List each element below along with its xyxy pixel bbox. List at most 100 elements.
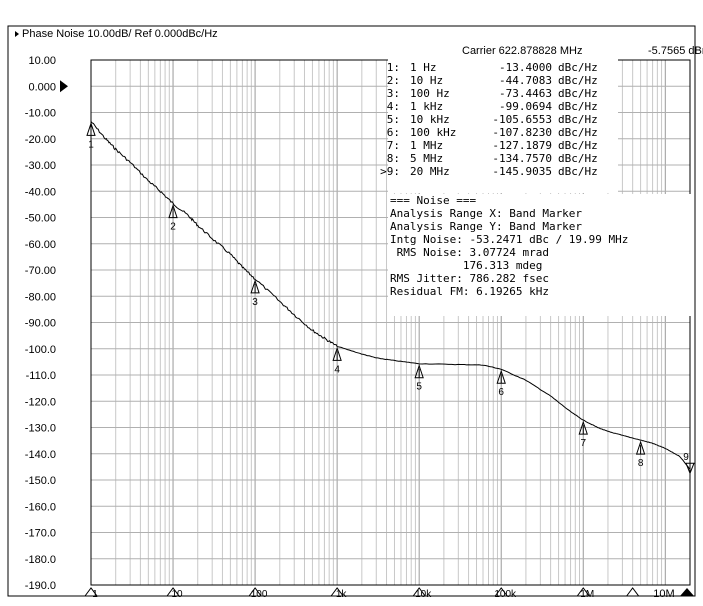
- marker-5: 5: [414, 364, 424, 393]
- marker-id: 2:: [387, 74, 400, 87]
- y-tick-label: -160.0: [25, 501, 56, 513]
- marker-value: -107.8230: [492, 126, 552, 139]
- y-tick-label: -190.0: [25, 580, 56, 592]
- band-marker-triangle-icon: [330, 587, 345, 597]
- marker-value: -127.1879: [492, 139, 552, 152]
- marker-4: 4: [332, 346, 342, 375]
- marker-label: 4: [334, 364, 340, 375]
- x-tick-label: 10: [171, 589, 183, 600]
- marker-frequency: 1 Hz: [410, 61, 437, 74]
- band-marker-triangle-icon: [576, 587, 591, 597]
- marker-unit: dBc/Hz: [558, 165, 598, 178]
- marker-id: 4:: [387, 100, 400, 113]
- noise-summary-line: Analysis Range Y: Band Marker: [390, 220, 582, 233]
- band-marker-triangle-icon: [166, 587, 181, 597]
- band-marker-triangles[interactable]: [84, 587, 694, 597]
- y-tick-label: 10.00: [28, 55, 56, 67]
- noise-summary-line: Residual FM: 6.19265 kHz: [390, 285, 549, 298]
- marker-value: -99.0694: [499, 100, 552, 113]
- marker-unit: dBc/Hz: [558, 113, 598, 126]
- marker-frequency: 100 Hz: [410, 87, 450, 100]
- marker-label: 8: [638, 458, 644, 469]
- carrier-frequency: Carrier 622.878828 MHz: [462, 45, 583, 57]
- marker-value: -134.7570: [492, 152, 552, 165]
- y-tick-label: -90.00: [25, 318, 56, 330]
- x-tick-label: 1: [92, 589, 98, 600]
- marker-id: 3:: [387, 87, 400, 100]
- marker-label: 3: [252, 297, 258, 308]
- x-tick-label: 10M: [653, 588, 674, 600]
- y-tick-label: -20.00: [25, 134, 56, 146]
- band-marker-triangle-icon: [625, 587, 640, 597]
- marker-unit: dBc/Hz: [558, 61, 598, 74]
- marker-frequency: 1 MHz: [410, 139, 443, 152]
- markers[interactable]: 1 2 3 4 5 6 7 8 9: [86, 121, 695, 475]
- y-axis-tick-labels: 10.00 0.000 -10.00 -20.00 -30.00 -40.00 -50.00…: [25, 55, 56, 592]
- marker-unit: dBc/Hz: [558, 100, 598, 113]
- marker-label: 2: [170, 222, 176, 233]
- reference-marker-icon: [60, 80, 68, 93]
- marker-6: 6: [496, 369, 506, 398]
- y-tick-label: -30.00: [25, 160, 56, 172]
- marker-9: 9: [683, 452, 695, 475]
- marker-value: -44.7083: [499, 74, 552, 87]
- marker-label: 5: [416, 382, 422, 393]
- marker-unit: dBc/Hz: [558, 74, 598, 87]
- marker-8: 8: [635, 440, 646, 469]
- top-strip: [0, 0, 703, 18]
- marker-value: -73.4463: [499, 87, 552, 100]
- marker-label: 9: [683, 452, 689, 463]
- marker-frequency: 100 kHz: [410, 126, 456, 139]
- marker-id: 5:: [387, 113, 400, 126]
- marker-table-background: [388, 59, 618, 193]
- reference-level-marker[interactable]: [60, 80, 68, 93]
- y-tick-label: -140.0: [25, 449, 56, 461]
- marker-3: 3: [250, 279, 260, 308]
- marker-frequency: 1 kHz: [410, 100, 443, 113]
- trace-line: [90, 121, 691, 470]
- y-tick-label: -180.0: [25, 554, 56, 566]
- marker-label: 7: [580, 438, 586, 449]
- marker-unit: dBc/Hz: [558, 87, 598, 100]
- marker-id: 7:: [387, 139, 400, 152]
- carrier-power: -5.7565 dBm: [648, 45, 703, 57]
- y-tick-label: -40.00: [25, 186, 56, 198]
- y-tick-label: -100.0: [25, 344, 56, 356]
- marker-7: 7: [578, 420, 588, 449]
- marker-1: 1: [86, 121, 96, 150]
- phase-noise-trace: [90, 121, 691, 470]
- marker-unit: dBc/Hz: [558, 139, 598, 152]
- noise-summary-line: Analysis Range X: Band Marker: [390, 207, 582, 220]
- marker-unit: dBc/Hz: [558, 152, 598, 165]
- y-tick-label: 0.000: [28, 81, 56, 93]
- marker-id: 6:: [387, 126, 400, 139]
- marker-frequency: 10 Hz: [410, 74, 443, 87]
- y-tick-label: -130.0: [25, 423, 56, 435]
- noise-summary-line: Intg Noise: -53.2471 dBc / 19.99 MHz: [390, 233, 628, 246]
- window-border: [7, 25, 696, 597]
- marker-value: -13.4000: [499, 61, 552, 74]
- marker-frequency: 10 kHz: [410, 113, 450, 126]
- marker-label: 1: [88, 139, 94, 150]
- y-tick-label: -120.0: [25, 396, 56, 408]
- expand-arrow-icon[interactable]: [15, 31, 19, 37]
- noise-summary-line: RMS Noise: 3.07724 mrad: [390, 246, 549, 259]
- y-tick-label: -70.00: [25, 265, 56, 277]
- grid: [90, 59, 691, 586]
- band-marker-triangle-icon: [248, 587, 263, 597]
- y-tick-label: -170.0: [25, 528, 56, 540]
- marker-frequency: 20 MHz: [410, 165, 450, 178]
- y-tick-label: -150.0: [25, 475, 56, 487]
- marker-id: 1:: [387, 61, 400, 74]
- y-tick-label: -110.0: [26, 370, 56, 382]
- noise-summary: === Noise ===Analysis Range X: Band Mark…: [388, 194, 692, 316]
- marker-id: 8:: [387, 152, 400, 165]
- marker-unit: dBc/Hz: [558, 126, 598, 139]
- chart-title: Phase Noise 10.00dB/ Ref 0.000dBc/Hz: [22, 28, 218, 40]
- band-marker-triangle-icon: [494, 587, 509, 597]
- x-tick-label: 100: [251, 589, 268, 600]
- noise-summary-line: RMS Jitter: 786.282 fsec: [390, 272, 549, 285]
- y-tick-label: -10.00: [25, 108, 56, 120]
